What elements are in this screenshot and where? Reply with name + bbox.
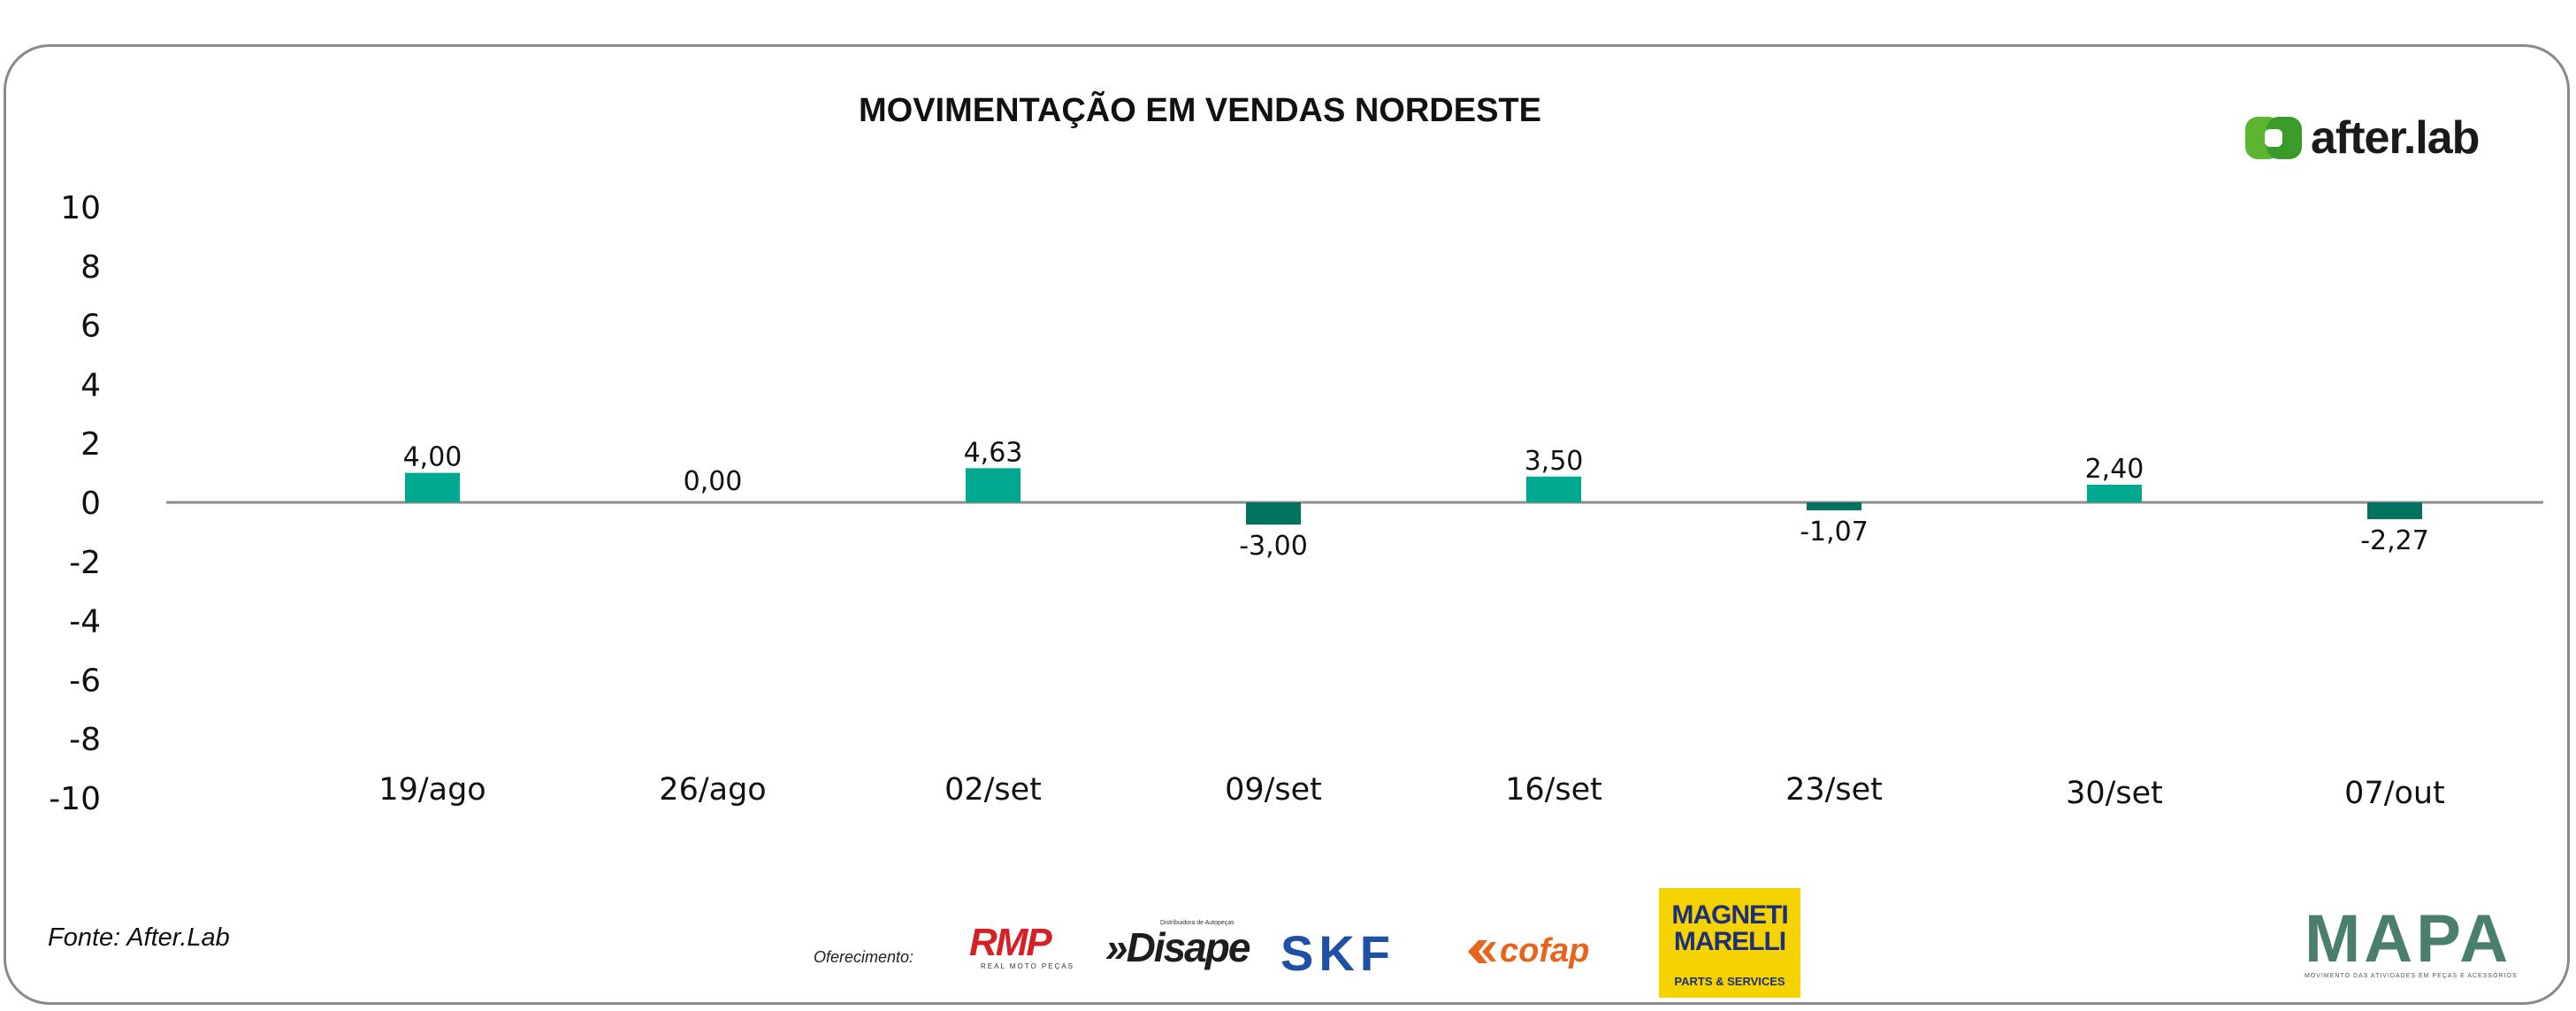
cofap-logo: cofap bbox=[1464, 932, 1589, 970]
bar bbox=[966, 468, 1020, 502]
y-tick-label: 0 bbox=[80, 486, 101, 522]
data-label: -3,00 bbox=[1239, 531, 1308, 562]
bar bbox=[405, 472, 460, 502]
rmp-tagline: REAL MOTO PEÇAS bbox=[980, 962, 1075, 970]
afterlab-logo: after.lab bbox=[2242, 111, 2480, 165]
x-axis-categories: 19/ago 26/ago 02/set 09/set 16/set 23/set 30/s… bbox=[378, 772, 2445, 811]
data-label: -2,27 bbox=[2360, 525, 2429, 556]
x-category-label: 16/set bbox=[1505, 772, 1602, 808]
magneti-tagline: PARTS & SERVICES bbox=[1674, 975, 1785, 988]
data-label: -1,07 bbox=[1800, 517, 1869, 548]
y-axis-ticks: 10 8 6 4 2 0 -2 -4 -6 -8 -10 bbox=[49, 190, 101, 817]
bar bbox=[1246, 502, 1301, 525]
bar bbox=[1807, 502, 1861, 510]
rmp-logo: RMP REAL MOTO PEÇAS bbox=[969, 923, 1086, 973]
disape-logo: Distribuidora de Autopeças »Disape bbox=[1105, 920, 1250, 971]
x-category-label: 09/set bbox=[1225, 772, 1322, 808]
bar bbox=[2367, 502, 2422, 519]
y-tick-label: 2 bbox=[80, 426, 101, 463]
data-label: 4,00 bbox=[403, 442, 462, 473]
data-labels: 4,00 0,00 4,63 -3,00 3,50 -1,07 2,40 -2,27 bbox=[403, 437, 2429, 562]
mapa-logo: MAPA MOVIMENTO DAS ATIVIDADES EM PEÇAS E… bbox=[2305, 901, 2518, 980]
mapa-wordmark: MAPA bbox=[2305, 901, 2512, 977]
data-label: 4,63 bbox=[964, 437, 1023, 468]
y-tick-label: -4 bbox=[69, 604, 101, 640]
data-label: 0,00 bbox=[684, 466, 743, 497]
mapa-tagline: MOVIMENTO DAS ATIVIDADES EM PEÇAS E ACES… bbox=[2305, 973, 2518, 979]
cofap-mark-icon bbox=[1468, 939, 1496, 963]
x-category-label: 19/ago bbox=[378, 772, 485, 808]
y-tick-label: 6 bbox=[80, 309, 101, 345]
y-tick-label: -10 bbox=[49, 781, 101, 817]
chart-title: MOVIMENTAÇÃO EM VENDAS NORDESTE bbox=[858, 92, 1541, 129]
magneti-wordmark-line1: MAGNETI bbox=[1671, 900, 1788, 930]
x-category-label: 07/out bbox=[2344, 776, 2445, 811]
afterlab-mark-icon bbox=[2245, 117, 2302, 159]
bar bbox=[1526, 476, 1581, 502]
x-category-label: 02/set bbox=[944, 772, 1042, 808]
bars bbox=[405, 468, 2422, 525]
source-note: Fonte: After.Lab bbox=[48, 923, 230, 952]
rmp-wordmark: RMP bbox=[969, 921, 1052, 964]
y-tick-label: 4 bbox=[80, 367, 101, 403]
x-category-label: 26/ago bbox=[659, 772, 766, 808]
y-tick-label: -6 bbox=[69, 663, 101, 699]
disape-tagline: Distribuidora de Autopeças bbox=[1160, 920, 1234, 926]
sponsor-label: Oferecimento: bbox=[814, 948, 914, 966]
y-tick-label: -2 bbox=[69, 545, 101, 581]
y-tick-label: -8 bbox=[69, 722, 101, 758]
data-label: 2,40 bbox=[2085, 454, 2144, 485]
skf-wordmark: SKF bbox=[1280, 925, 1395, 981]
magneti-marelli-logo: MAGNETI MARELLI PARTS & SERVICES bbox=[1659, 888, 1800, 998]
x-category-label: 23/set bbox=[1785, 772, 1883, 808]
x-category-label: 30/set bbox=[2066, 776, 2163, 811]
bar bbox=[2087, 484, 2142, 502]
y-tick-label: 8 bbox=[80, 249, 101, 286]
data-label: 3,50 bbox=[1525, 446, 1584, 477]
y-tick-label: 10 bbox=[60, 190, 101, 226]
magneti-wordmark-line2: MARELLI bbox=[1673, 927, 1786, 956]
cofap-wordmark: cofap bbox=[1500, 932, 1590, 969]
afterlab-wordmark: after.lab bbox=[2311, 112, 2480, 164]
disape-wordmark: »Disape bbox=[1105, 924, 1250, 970]
skf-logo: SKF bbox=[1280, 929, 1395, 978]
